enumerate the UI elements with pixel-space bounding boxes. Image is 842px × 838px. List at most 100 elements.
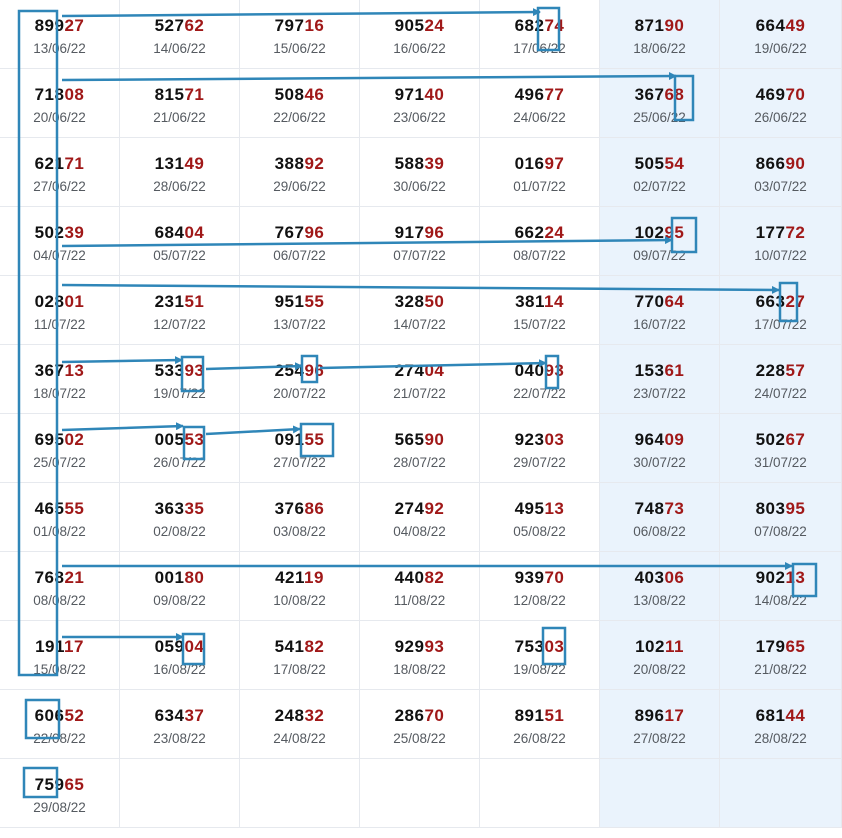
result-cell: 00180 09/08/22: [120, 552, 240, 621]
result-cell: 89151 26/08/22: [480, 690, 600, 759]
number-prefix: 770: [634, 292, 665, 311]
number-prefix: 016: [514, 154, 545, 173]
result-date: 03/08/22: [273, 524, 326, 539]
result-cell: 68144 28/08/22: [720, 690, 842, 759]
number-suffix: 77: [544, 85, 565, 104]
result-cell: 50267 31/07/22: [720, 414, 842, 483]
number-prefix: 403: [634, 568, 665, 587]
result-date: 01/07/22: [513, 179, 566, 194]
result-cell: 92303 29/07/22: [480, 414, 600, 483]
number-suffix: 04: [184, 637, 205, 656]
result-number: 05904: [120, 637, 239, 657]
number-suffix: 24: [424, 16, 445, 35]
number-suffix: 17: [64, 637, 84, 656]
empty-cell: [600, 759, 720, 828]
result-date: 22/07/22: [513, 386, 566, 401]
number-prefix: 565: [394, 430, 425, 449]
result-number: 76821: [0, 568, 119, 588]
number-prefix: 440: [394, 568, 425, 587]
result-date: 04/07/22: [33, 248, 86, 263]
number-prefix: 131: [154, 154, 185, 173]
number-suffix: 55: [304, 292, 325, 311]
number-suffix: 70: [424, 706, 445, 725]
result-date: 23/06/22: [393, 110, 446, 125]
result-number: 10295: [600, 223, 719, 243]
result-number: 36335: [120, 499, 239, 519]
number-prefix: 228: [755, 361, 786, 380]
result-cell: 01697 01/07/22: [480, 138, 600, 207]
number-suffix: 08: [64, 85, 85, 104]
result-cell: 86690 03/07/22: [720, 138, 842, 207]
number-suffix: 86: [304, 499, 325, 518]
result-date: 09/07/22: [633, 248, 686, 263]
result-date: 06/08/22: [633, 524, 686, 539]
result-number: 89927: [0, 16, 119, 36]
result-number: 91796: [360, 223, 479, 243]
result-date: 26/06/22: [754, 110, 807, 125]
number-prefix: 001: [154, 568, 185, 587]
number-prefix: 902: [755, 568, 786, 587]
result-cell: 91796 07/07/22: [360, 207, 480, 276]
result-cell: 17772 10/07/22: [720, 207, 842, 276]
number-prefix: 286: [394, 706, 425, 725]
result-number: 37686: [240, 499, 359, 519]
result-number: 92303: [480, 430, 599, 450]
result-number: 68144: [720, 706, 841, 726]
number-prefix: 684: [154, 223, 185, 242]
result-date: 07/08/22: [754, 524, 807, 539]
number-prefix: 541: [274, 637, 305, 656]
result-date: 18/07/22: [33, 386, 86, 401]
result-date: 28/06/22: [153, 179, 206, 194]
result-date: 05/08/22: [513, 524, 566, 539]
result-date: 07/07/22: [393, 248, 446, 263]
result-number: 54182: [240, 637, 359, 657]
number-suffix: 96: [424, 223, 445, 242]
number-suffix: 95: [664, 223, 685, 242]
result-number: 66449: [720, 16, 841, 36]
number-suffix: 54: [664, 154, 685, 173]
number-suffix: 74: [544, 16, 565, 35]
number-prefix: 381: [515, 292, 544, 311]
number-prefix: 748: [634, 499, 665, 518]
number-prefix: 040: [514, 361, 545, 380]
result-number: 89617: [600, 706, 719, 726]
result-cell: 89927 13/06/22: [0, 0, 120, 69]
result-number: 95155: [240, 292, 359, 312]
number-suffix: 40: [424, 85, 445, 104]
result-cell: 56590 28/07/22: [360, 414, 480, 483]
result-date: 08/07/22: [513, 248, 566, 263]
number-prefix: 917: [394, 223, 425, 242]
empty-cell: [480, 759, 600, 828]
number-prefix: 662: [514, 223, 545, 242]
number-suffix: 65: [785, 637, 806, 656]
number-suffix: 09: [664, 430, 685, 449]
number-prefix: 179: [755, 637, 786, 656]
number-prefix: 367: [34, 361, 65, 380]
result-number: 32850: [360, 292, 479, 312]
result-cell: 50846 22/06/22: [240, 69, 360, 138]
result-number: 71808: [0, 85, 119, 105]
result-date: 23/08/22: [153, 731, 206, 746]
number-prefix: 891: [514, 706, 545, 725]
number-prefix: 768: [34, 568, 65, 587]
number-prefix: 091: [274, 430, 305, 449]
result-cell: 40306 13/08/22: [600, 552, 720, 621]
result-cell: 50554 02/07/22: [600, 138, 720, 207]
number-suffix: 13: [64, 361, 85, 380]
result-number: 36768: [600, 85, 719, 105]
number-suffix: 51: [544, 706, 565, 725]
number-suffix: 57: [785, 361, 806, 380]
result-number: 50239: [0, 223, 119, 243]
number-prefix: 866: [755, 154, 786, 173]
number-prefix: 248: [274, 706, 305, 725]
result-number: 40306: [600, 568, 719, 588]
result-number: 09155: [240, 430, 359, 450]
number-suffix: 02: [64, 430, 85, 449]
result-date: 17/07/22: [754, 317, 807, 332]
number-prefix: 815: [154, 85, 185, 104]
result-date: 21/06/22: [153, 110, 206, 125]
result-date: 17/06/22: [513, 41, 566, 56]
result-cell: 97140 23/06/22: [360, 69, 480, 138]
number-prefix: 634: [154, 706, 185, 725]
result-number: 74873: [600, 499, 719, 519]
